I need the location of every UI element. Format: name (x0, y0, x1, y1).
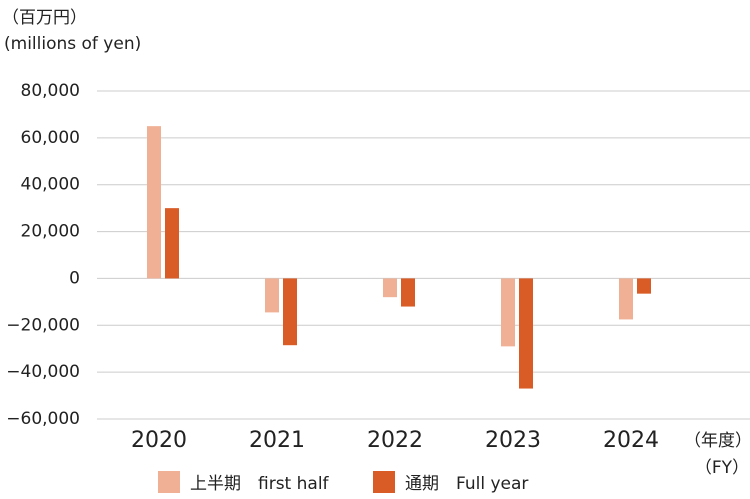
y-tick-label: 80,000 (21, 81, 80, 101)
y-tick-label: −60,000 (6, 409, 80, 429)
bar (519, 278, 533, 389)
x-tick-label: 2024 (603, 428, 659, 453)
bar (619, 278, 633, 320)
x-tick-label: 2020 (131, 428, 187, 453)
legend-swatch (373, 471, 395, 493)
x-tick-label: 2023 (485, 428, 541, 453)
bar (147, 126, 161, 279)
bar (265, 278, 279, 313)
bar (383, 278, 397, 298)
y-tick-label: 20,000 (21, 222, 80, 242)
unit-label: （百万円） (2, 8, 87, 28)
x-tick-label: 2021 (249, 428, 305, 453)
y-tick-label: 60,000 (21, 128, 80, 148)
bar (283, 278, 297, 346)
x-label: （年度） (684, 431, 750, 451)
bar (501, 278, 515, 347)
x-label-en: （FY） (695, 458, 749, 478)
bar (401, 278, 415, 307)
y-tick-label: 0 (69, 268, 80, 288)
y-tick-label: −40,000 (6, 362, 80, 382)
bar (165, 208, 179, 279)
y-tick-label: −20,000 (6, 315, 80, 335)
y-tick-label: 40,000 (21, 175, 80, 195)
legend-label: 上半期 first half (190, 474, 330, 494)
legend-swatch (158, 471, 180, 493)
legend-label: 通期 Full year (405, 474, 528, 494)
bar (637, 278, 651, 294)
x-tick-label: 2022 (367, 428, 423, 453)
unit-label-en: (millions of yen) (4, 34, 141, 54)
